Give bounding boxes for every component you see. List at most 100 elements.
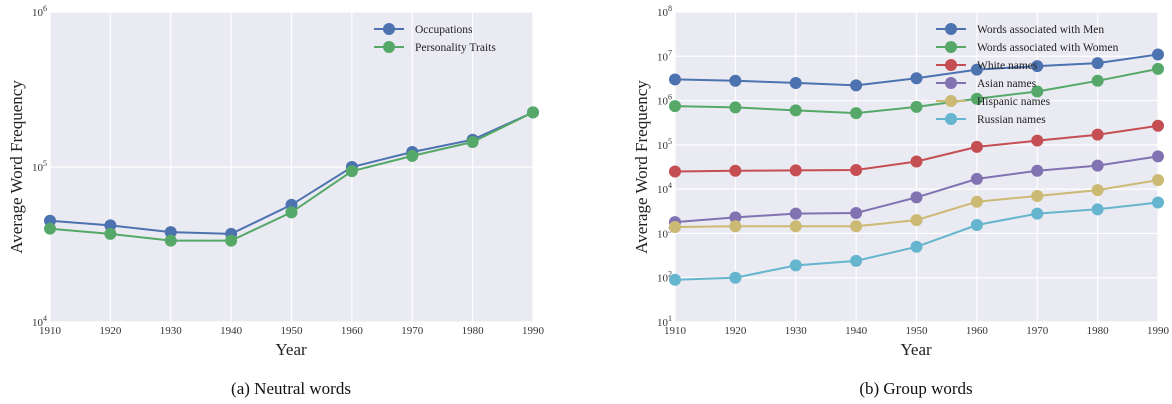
data-point [970,195,983,208]
x-tick-label: 1960 [341,325,364,337]
legend-swatch-marker [945,113,957,125]
data-point [1152,150,1164,163]
data-point [1091,159,1104,172]
data-point [729,220,742,233]
data-point [345,165,358,178]
data-point [1091,184,1104,197]
data-point [669,73,681,86]
data-point [104,219,117,232]
y-tick-label: 106 [32,4,47,19]
y-tick-label: 106 [657,93,672,108]
data-point [1091,128,1104,141]
data-point [1152,196,1164,209]
data-point [789,259,802,272]
x-tick-label: 1990 [522,325,545,337]
data-point [789,207,802,220]
data-point [1152,174,1164,187]
data-point [1152,48,1164,61]
data-point [850,164,863,177]
x-tick-label: 1940 [845,325,868,337]
data-point [1152,119,1164,132]
data-point [1031,207,1044,220]
y-tick-label: 107 [657,48,672,63]
data-point [910,155,923,168]
y-tick-label: 101 [657,314,672,329]
x-tick-label: 1970 [401,325,424,337]
data-point [466,135,479,148]
chart-2: 1910 1920 1930 1940 1950 1960 1970 1980 1990 101 1… [632,4,1170,398]
chart-caption: (b) Group words [859,379,972,398]
x-tick-label: 1960 [966,325,989,337]
data-point [850,107,863,120]
data-point [729,101,742,114]
data-point [225,234,238,247]
data-point [669,100,681,113]
data-point [850,220,863,233]
legend-swatch-marker [945,41,957,53]
y-tick-label: 105 [32,159,47,174]
data-point [789,76,802,89]
legend-entry: Hispanic names [977,96,1051,108]
legend-swatch-marker [945,95,957,107]
data-point [789,220,802,233]
legend: Words associated with Men Words associate… [936,23,1119,126]
data-point [1031,85,1044,98]
data-point [850,79,863,92]
x-tick-label: 1910 [664,325,687,337]
data-point [406,149,419,162]
data-point [910,191,923,204]
x-tick-label: 1970 [1026,325,1049,337]
y-tick-label: 105 [657,137,672,152]
data-point [850,254,863,267]
data-point [1091,203,1104,216]
data-point [789,164,802,177]
data-point [164,226,177,239]
data-point [970,92,983,105]
data-point [1091,74,1104,87]
data-point [669,273,681,286]
data-point [104,227,117,240]
data-point [1091,57,1104,70]
chart-caption: (a) Neutral words [231,379,351,398]
data-point [1031,164,1044,177]
data-point [527,106,539,119]
data-point [970,63,983,76]
data-point [910,240,923,253]
chart-1: 1910 1920 1930 1940 1950 1960 1970 1980 1990 104 1… [7,4,545,398]
y-tick-label: 102 [657,270,672,285]
x-tick-label: 1990 [1147,325,1170,337]
legend-swatch-marker [383,41,395,53]
x-tick-label: 1950 [281,325,304,337]
data-point [1031,134,1044,147]
x-tick-label: 1980 [462,325,485,337]
y-axis-label: Average Word Frequency [632,80,651,254]
data-point [729,211,742,224]
x-tick-label: 1930 [160,325,183,337]
x-axis-label: Year [275,340,307,359]
data-point [970,140,983,153]
legend: Occupations Personality Traits [374,23,496,54]
legend-entry: Occupations [415,24,473,36]
legend-entry: White names [977,60,1038,72]
x-tick-label: 1940 [220,325,243,337]
data-point [285,206,298,219]
data-point [669,165,681,178]
legend-entry: Words associated with Men [977,24,1104,36]
data-point [970,218,983,231]
y-tick-label: 104 [657,181,672,196]
legend-swatch-marker [945,23,957,35]
data-point [910,214,923,227]
x-axis-label: Year [900,340,932,359]
data-point [729,164,742,177]
data-point [850,206,863,219]
y-tick-label: 104 [32,314,47,329]
x-tick-label: 1950 [906,325,929,337]
data-point [970,172,983,185]
data-point [789,104,802,117]
data-point [729,74,742,87]
x-tick-label: 1920 [99,325,122,337]
data-point [44,222,56,235]
data-point [1152,62,1164,75]
data-point [1031,60,1044,73]
